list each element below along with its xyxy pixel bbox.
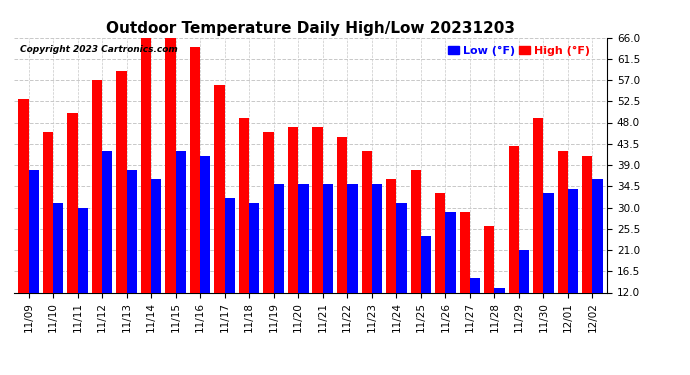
Bar: [102, 151, 112, 349]
Bar: [200, 156, 210, 349]
Bar: [264, 132, 274, 349]
Bar: [495, 288, 504, 349]
Bar: [568, 189, 578, 349]
Text: Copyright 2023 Cartronics.com: Copyright 2023 Cartronics.com: [20, 45, 177, 54]
Bar: [67, 113, 77, 349]
Bar: [362, 151, 372, 349]
Bar: [544, 194, 554, 349]
Bar: [519, 250, 529, 349]
Bar: [77, 207, 88, 349]
Bar: [151, 179, 161, 349]
Bar: [533, 118, 544, 349]
Bar: [593, 179, 603, 349]
Bar: [274, 184, 284, 349]
Bar: [225, 198, 235, 349]
Legend: Low (°F), High (°F): Low (°F), High (°F): [448, 46, 590, 56]
Bar: [484, 226, 495, 349]
Bar: [92, 80, 102, 349]
Title: Outdoor Temperature Daily High/Low 20231203: Outdoor Temperature Daily High/Low 20231…: [106, 21, 515, 36]
Bar: [141, 38, 151, 349]
Bar: [337, 136, 347, 349]
Bar: [313, 127, 323, 349]
Bar: [239, 118, 249, 349]
Bar: [249, 203, 259, 349]
Bar: [166, 33, 176, 349]
Bar: [509, 146, 519, 349]
Bar: [386, 179, 396, 349]
Bar: [347, 184, 357, 349]
Bar: [176, 151, 186, 349]
Bar: [190, 47, 200, 349]
Bar: [470, 278, 480, 349]
Bar: [396, 203, 406, 349]
Bar: [215, 85, 225, 349]
Bar: [28, 170, 39, 349]
Bar: [372, 184, 382, 349]
Bar: [126, 170, 137, 349]
Bar: [435, 194, 445, 349]
Bar: [53, 203, 63, 349]
Bar: [445, 212, 455, 349]
Bar: [117, 70, 126, 349]
Bar: [421, 236, 431, 349]
Bar: [558, 151, 568, 349]
Bar: [43, 132, 53, 349]
Bar: [288, 127, 298, 349]
Bar: [323, 184, 333, 349]
Bar: [298, 184, 308, 349]
Bar: [460, 212, 470, 349]
Bar: [411, 170, 421, 349]
Bar: [18, 99, 28, 349]
Bar: [582, 156, 593, 349]
